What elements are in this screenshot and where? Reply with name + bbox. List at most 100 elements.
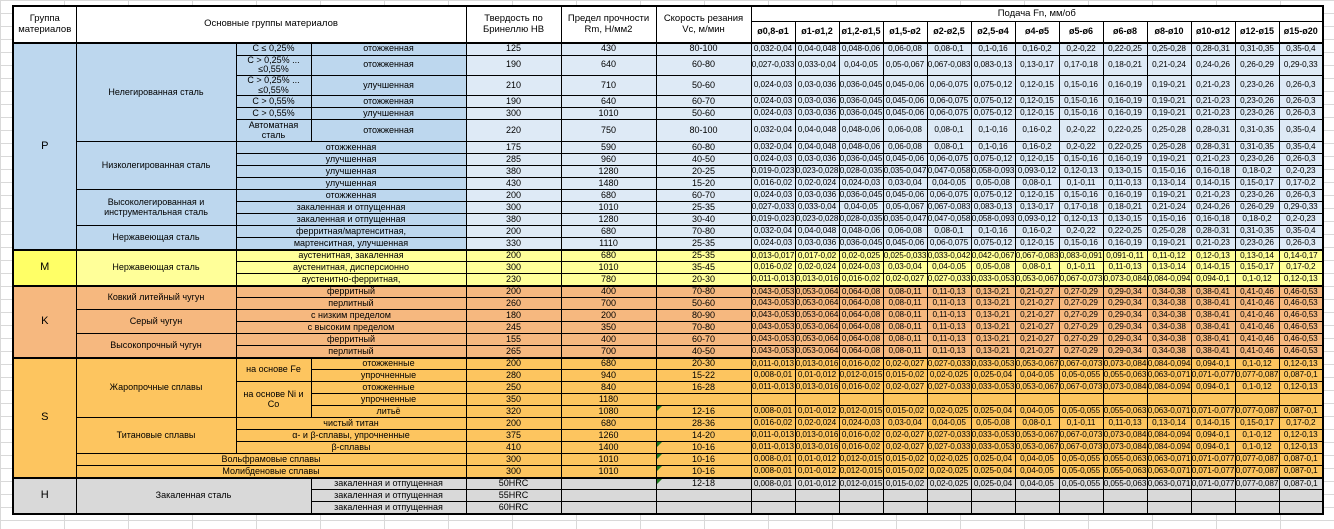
feed-cell[interactable]: 0,15-0,16 (1058, 153, 1104, 167)
feed-cell[interactable] (1058, 501, 1104, 515)
feed-cell[interactable]: 0,12-0,15 (1014, 189, 1060, 203)
material-label-cell[interactable]: C > 0,55% (235, 107, 312, 121)
feed-cell[interactable]: 0,1-0,11 (1058, 417, 1104, 431)
value-cell[interactable]: 155 (465, 333, 562, 347)
feed-cell[interactable]: 0,071-0,077 (1190, 453, 1236, 467)
feed-cell[interactable]: 0,02-0,027 (882, 441, 928, 455)
feed-cell[interactable]: 0,028-0,035 (838, 165, 884, 179)
group-letter-cell[interactable]: K (12, 284, 77, 359)
feed-cell[interactable]: 0,073-0,084 (1102, 273, 1148, 287)
feed-cell[interactable]: 0,043-0,053 (750, 284, 796, 299)
feed-cell[interactable]: 0,084-0,094 (1146, 381, 1192, 395)
feed-cell[interactable] (1234, 501, 1280, 515)
value-cell[interactable]: 350 (465, 393, 562, 407)
feed-cell[interactable]: 0,04-0,05 (926, 261, 972, 275)
material-label-cell[interactable]: Молибденовые сплавы (75, 465, 467, 479)
value-cell[interactable]: 70-80 (655, 225, 752, 239)
feed-cell[interactable]: 0,027-0,033 (926, 441, 972, 455)
feed-cell[interactable]: 0,019-0,023 (750, 165, 796, 179)
feed-cell[interactable]: 0,06-0,075 (926, 95, 972, 109)
feed-cell[interactable]: 0,012-0,015 (838, 405, 884, 419)
feed-cell[interactable]: 0,016-0,02 (750, 417, 796, 431)
feed-cell[interactable]: 0,075-0,12 (970, 107, 1016, 121)
feed-cell[interactable]: 0,04-0,048 (794, 42, 840, 56)
feed-cell[interactable]: 0,11-0,13 (1102, 261, 1148, 275)
value-cell[interactable]: 300 (465, 465, 562, 479)
feed-cell[interactable]: 0,06-0,075 (926, 153, 972, 167)
feed-cell[interactable]: 0,46-0,53 (1278, 309, 1324, 323)
value-cell[interactable]: 25-35 (655, 248, 752, 263)
feed-cell[interactable]: 0,38-0,41 (1190, 284, 1236, 299)
value-cell[interactable]: 710 (560, 74, 657, 97)
feed-cell[interactable]: 0,41-0,46 (1234, 321, 1280, 335)
feed-cell[interactable]: 0,067-0,073 (1058, 273, 1104, 287)
feed-cell[interactable]: 0,064-0,08 (838, 297, 884, 311)
feed-cell[interactable]: 0,048-0,06 (838, 42, 884, 56)
feed-cell[interactable]: 0,21-0,23 (1190, 74, 1236, 97)
feed-cell[interactable]: 0,093-0,12 (1014, 165, 1060, 179)
feed-cell[interactable]: 0,067-0,083 (926, 54, 972, 76)
feed-cell[interactable] (1190, 489, 1236, 503)
material-label-cell[interactable]: перлитный (235, 345, 467, 359)
feed-cell[interactable]: 0,083-0,091 (1058, 248, 1104, 263)
feed-cell[interactable]: 0,035-0,047 (882, 165, 928, 179)
value-cell[interactable]: 60-70 (655, 95, 752, 109)
feed-cell[interactable]: 0,045-0,06 (882, 189, 928, 203)
feed-cell[interactable]: 0,29-0,34 (1102, 321, 1148, 335)
feed-cell[interactable]: 0,013-0,017 (750, 248, 796, 263)
feed-cell[interactable]: 0,016-0,02 (838, 381, 884, 395)
feed-cell[interactable]: 0,008-0,01 (750, 465, 796, 479)
feed-cell[interactable]: 0,024-0,03 (838, 261, 884, 275)
feed-cell[interactable] (882, 489, 928, 503)
feed-cell[interactable]: 0,048-0,06 (838, 225, 884, 239)
value-cell[interactable] (560, 476, 657, 491)
value-cell[interactable]: 10-16 (655, 453, 752, 467)
feed-cell[interactable]: 0,075-0,12 (970, 237, 1016, 251)
feed-cell[interactable]: 0,04-0,05 (1014, 369, 1060, 383)
value-cell[interactable]: 180 (465, 309, 562, 323)
feed-cell[interactable]: 0,13-0,21 (970, 333, 1016, 347)
feed-cell[interactable]: 0,01-0,012 (794, 465, 840, 479)
feed-cell[interactable]: 0,16-0,2 (1014, 119, 1060, 143)
feed-cell[interactable]: 0,025-0,04 (970, 369, 1016, 383)
value-cell[interactable]: 200 (465, 417, 562, 431)
feed-cell[interactable]: 0,11-0,13 (926, 297, 972, 311)
feed-cell[interactable]: 0,13-0,21 (970, 297, 1016, 311)
feed-cell[interactable]: 0,13-0,17 (1014, 201, 1060, 215)
feed-cell[interactable]: 0,15-0,16 (1058, 237, 1104, 251)
feed-cell[interactable]: 0,01-0,012 (794, 476, 840, 491)
feed-cell[interactable]: 0,04-0,05 (1014, 453, 1060, 467)
feed-cell[interactable]: 0,032-0,04 (750, 225, 796, 239)
feed-cell[interactable]: 0,01-0,012 (794, 369, 840, 383)
material-label-cell[interactable]: Закаленная сталь (75, 476, 312, 515)
material-label-cell[interactable]: на основе Fe (235, 356, 312, 383)
feed-cell[interactable]: 0,23-0,26 (1234, 153, 1280, 167)
value-cell[interactable]: 330 (465, 237, 562, 251)
feed-cell[interactable]: 0,21-0,23 (1190, 95, 1236, 109)
feed-cell[interactable]: 0,036-0,045 (838, 95, 884, 109)
feed-cell[interactable]: 0,027-0,033 (926, 429, 972, 443)
value-cell[interactable]: 200 (465, 356, 562, 371)
feed-cell[interactable]: 0,033-0,053 (970, 429, 1016, 443)
feed-cell[interactable]: 0,084-0,094 (1146, 356, 1192, 371)
feed-cell[interactable]: 0,21-0,27 (1014, 284, 1060, 299)
feed-diameter-header[interactable]: ø10-ø12 (1190, 20, 1236, 44)
feed-cell[interactable]: 0,06-0,08 (882, 119, 928, 143)
feed-cell[interactable]: 0,035-0,047 (882, 213, 928, 227)
feed-cell[interactable] (1102, 393, 1148, 407)
feed-cell[interactable]: 0,02-0,025 (926, 405, 972, 419)
feed-cell[interactable]: 0,063-0,071 (1146, 476, 1192, 491)
feed-cell[interactable]: 0,016-0,02 (838, 273, 884, 287)
feed-cell[interactable]: 0,21-0,23 (1190, 189, 1236, 203)
feed-cell[interactable]: 0,083-0,13 (970, 201, 1016, 215)
feed-cell[interactable]: 0,071-0,077 (1190, 476, 1236, 491)
feed-cell[interactable]: 0,12-0,13 (1058, 213, 1104, 227)
feed-diameter-header[interactable]: ø8-ø10 (1146, 20, 1192, 44)
value-cell[interactable]: 50-60 (655, 74, 752, 97)
value-cell[interactable]: 1280 (560, 213, 657, 227)
feed-cell[interactable]: 0,15-0,16 (1146, 165, 1192, 179)
feed-cell[interactable]: 0,016-0,02 (750, 177, 796, 191)
feed-cell[interactable]: 0,075-0,12 (970, 74, 1016, 97)
material-label-cell[interactable]: отожженные (310, 381, 467, 395)
feed-cell[interactable]: 0,02-0,025 (926, 369, 972, 383)
